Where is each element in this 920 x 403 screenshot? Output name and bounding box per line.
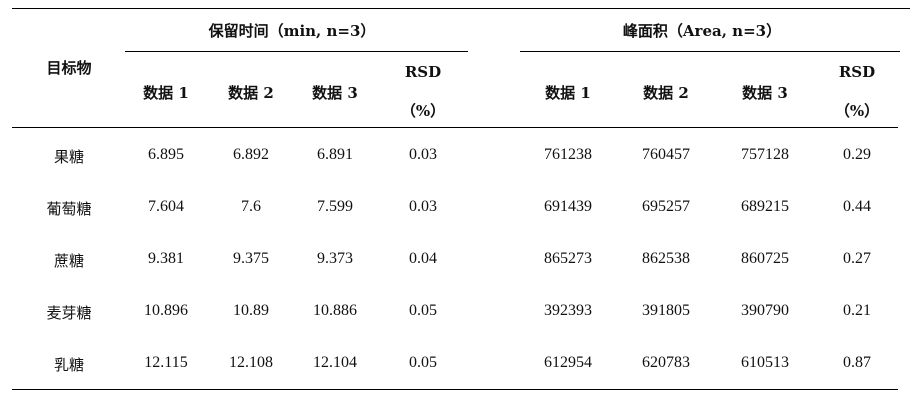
rt-value-2: 12.108 <box>229 354 273 371</box>
area-value-1: 865273 <box>544 250 592 267</box>
rt-value-1: 10.896 <box>144 302 188 319</box>
target-header: 目标物 <box>46 59 92 77</box>
rt-rsd: 0.04 <box>409 250 437 267</box>
area-col-3-header: 数据 3 <box>742 84 788 102</box>
rt-rsd: 0.03 <box>409 146 437 163</box>
area-value-3: 757128 <box>741 146 789 163</box>
area-col-2-header: 数据 2 <box>643 84 689 102</box>
retention-group-rule <box>125 51 468 52</box>
area-rsd: 0.29 <box>843 146 871 163</box>
area-col-1-header: 数据 1 <box>545 84 591 102</box>
rt-value-3: 6.891 <box>317 146 353 163</box>
retention-rsd-header: RSD <box>404 63 442 81</box>
rt-value-3: 7.599 <box>317 198 353 215</box>
retention-col-1-header: 数据 1 <box>143 84 189 102</box>
rt-value-1: 12.115 <box>144 354 188 371</box>
area-value-3: 390790 <box>741 302 789 319</box>
area-value-2: 620783 <box>642 354 690 371</box>
area-value-1: 612954 <box>544 354 592 371</box>
rt-value-1: 7.604 <box>148 198 184 215</box>
area-value-1: 761238 <box>544 146 592 163</box>
area-rsd: 0.27 <box>843 250 871 267</box>
area-value-1: 392393 <box>544 302 592 319</box>
row-name: 乳糖 <box>53 356 85 374</box>
rt-rsd: 0.05 <box>409 354 437 371</box>
retention-rsd-unit: （%） <box>400 102 446 120</box>
rt-rsd: 0.05 <box>409 302 437 319</box>
area-rsd-unit: （%） <box>834 102 880 120</box>
area-value-1: 691439 <box>544 198 592 215</box>
area-value-3: 689215 <box>741 198 789 215</box>
rt-value-2: 9.375 <box>233 250 269 267</box>
header-bottom-rule <box>12 127 898 128</box>
retention-col-2-header: 数据 2 <box>228 84 274 102</box>
rt-rsd: 0.03 <box>409 198 437 215</box>
area-value-2: 391805 <box>642 302 690 319</box>
rt-value-2: 6.892 <box>233 146 269 163</box>
rt-value-2: 10.89 <box>233 302 269 319</box>
retention-col-3-header: 数据 3 <box>312 84 358 102</box>
area-rsd: 0.87 <box>843 354 871 371</box>
row-name: 果糖 <box>53 148 85 166</box>
bottom-rule <box>12 389 898 390</box>
peak-area-group-header: 峰面积（Area, n=3） <box>622 22 782 40</box>
area-value-2: 862538 <box>642 250 690 267</box>
row-name: 麦芽糖 <box>46 304 92 322</box>
rt-value-1: 9.381 <box>148 250 184 267</box>
area-value-2: 760457 <box>642 146 690 163</box>
area-value-3: 860725 <box>741 250 789 267</box>
rt-value-3: 9.373 <box>317 250 353 267</box>
rt-value-3: 12.104 <box>313 354 357 371</box>
area-rsd: 0.44 <box>843 198 871 215</box>
rt-value-2: 7.6 <box>241 198 261 215</box>
area-rsd-header: RSD <box>838 63 876 81</box>
row-name: 蔗糖 <box>53 252 85 270</box>
retention-time-group-header: 保留时间（min, n=3） <box>208 22 376 40</box>
row-name: 葡萄糖 <box>46 200 92 218</box>
area-value-2: 695257 <box>642 198 690 215</box>
area-rsd: 0.21 <box>843 302 871 319</box>
top-rule <box>12 8 910 9</box>
area-group-rule <box>520 51 900 52</box>
area-value-3: 610513 <box>741 354 789 371</box>
rt-value-1: 6.895 <box>148 146 184 163</box>
rt-value-3: 10.886 <box>313 302 357 319</box>
